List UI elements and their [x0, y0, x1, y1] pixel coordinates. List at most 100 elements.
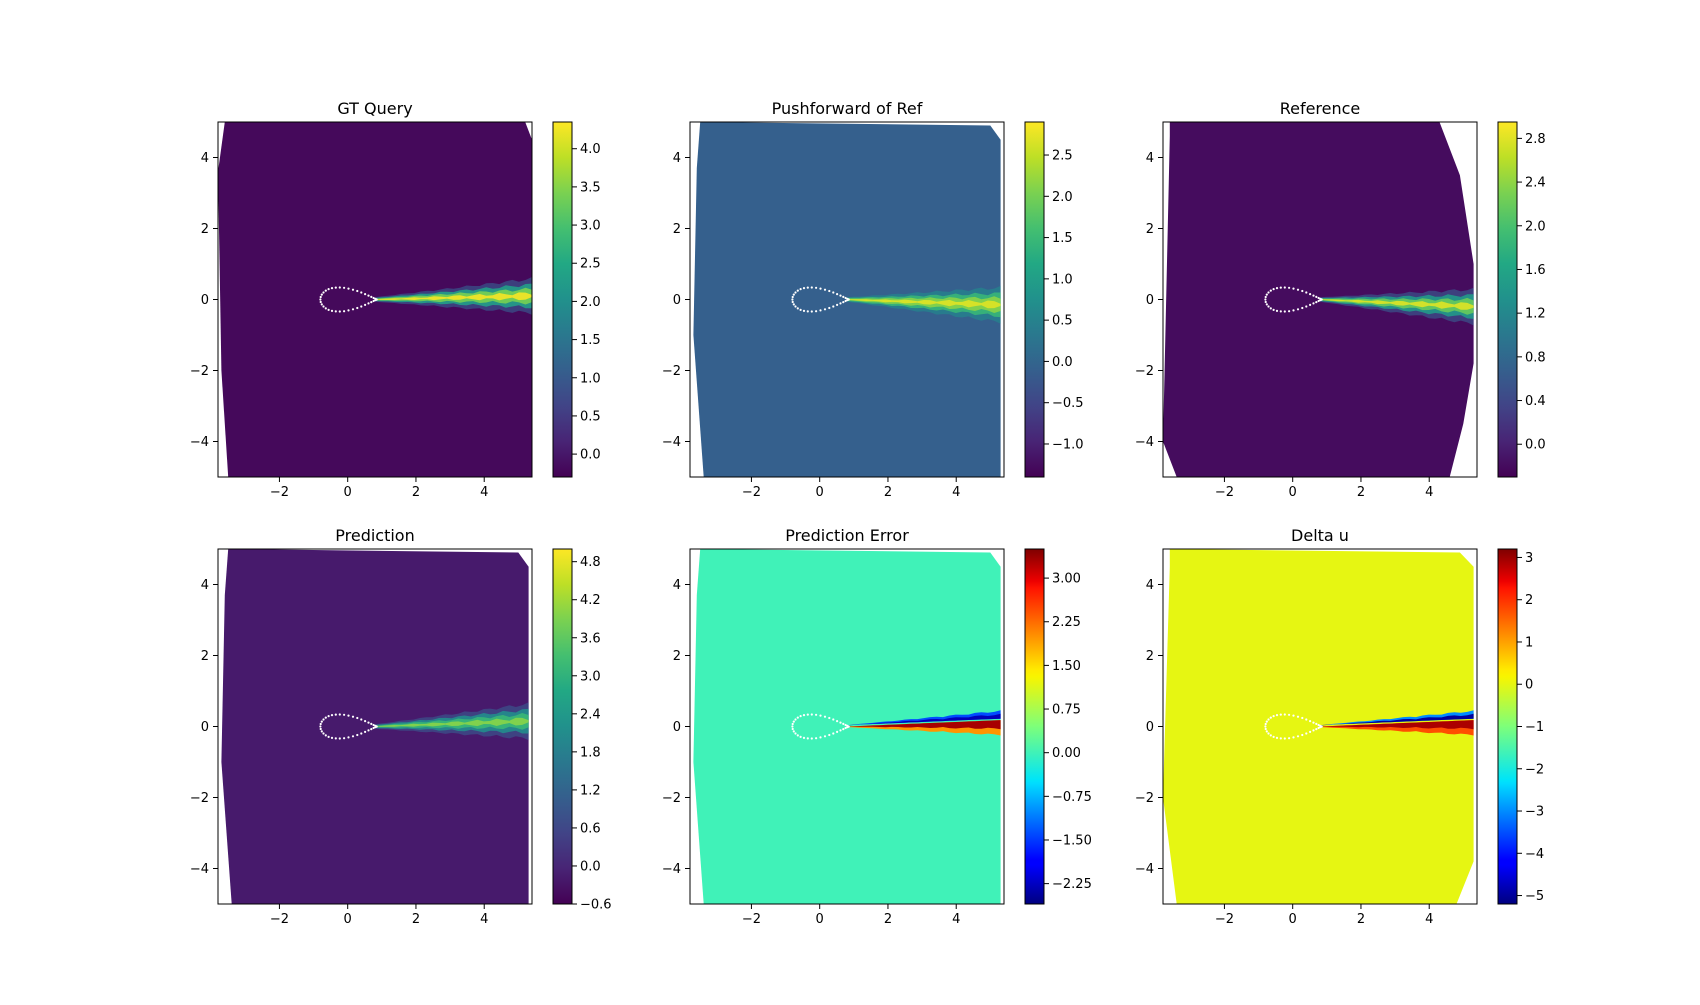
- colorbar-tick-label: 0.4: [1525, 394, 1546, 409]
- y-tick-label: 0: [673, 293, 681, 308]
- x-tick-label: 0: [816, 912, 824, 927]
- x-tick-label: 0: [816, 485, 824, 500]
- colorbar-tick-label: 0.00: [1052, 746, 1081, 761]
- y-tick-label: 4: [201, 151, 209, 166]
- colorbar: [1497, 121, 1518, 478]
- x-tick-label: 0: [1289, 485, 1297, 500]
- colorbar-tick-label: −1.0: [1052, 437, 1084, 452]
- y-tick-label: −2: [662, 364, 681, 379]
- y-tick-label: −4: [190, 435, 209, 450]
- colorbar-tick-label: 3.6: [580, 631, 601, 646]
- x-tick-label: 4: [480, 912, 488, 927]
- y-tick-label: 0: [673, 720, 681, 735]
- colorbar: [1497, 548, 1518, 905]
- colorbar-tick-label: −2: [1525, 762, 1544, 777]
- airfoil-outline: [1264, 713, 1323, 740]
- wake-layer: [847, 299, 1001, 309]
- colorbar-tick-label: 0.0: [580, 859, 601, 874]
- colorbar-tick-label: −0.5: [1052, 396, 1084, 411]
- colorbar-tick-label: 1: [1525, 635, 1533, 650]
- y-tick-label: −2: [190, 364, 209, 379]
- x-tick-label: 4: [1425, 485, 1433, 500]
- colorbar-tick-label: 1.5: [580, 333, 601, 348]
- y-tick-label: 0: [201, 720, 209, 735]
- field-3: [1163, 122, 1474, 477]
- colorbar-tick-label: 2.0: [1525, 219, 1546, 234]
- colorbar-tick-label: 3: [1525, 551, 1533, 566]
- colorbar-tick-label: 2.5: [580, 257, 601, 272]
- y-tick-label: 0: [1146, 293, 1154, 308]
- y-tick-label: −2: [1135, 791, 1154, 806]
- colorbar-tick-label: −0.6: [580, 898, 612, 913]
- colorbar-tick-label: 1.5: [1052, 231, 1073, 246]
- colorbar-tick-label: 2: [1525, 593, 1533, 608]
- colorbar-tick-label: 3.0: [580, 219, 601, 234]
- colorbar-tick-label: −1: [1525, 720, 1544, 735]
- y-tick-label: −2: [662, 791, 681, 806]
- colorbar-tick-label: 3.0: [580, 669, 601, 684]
- x-tick-label: −2: [270, 485, 289, 500]
- x-tick-label: 0: [344, 912, 352, 927]
- colorbar-tick-label: 1.8: [580, 745, 601, 760]
- wake-lower-band: [847, 720, 1001, 730]
- x-tick-label: −2: [270, 912, 289, 927]
- x-tick-label: 4: [952, 485, 960, 500]
- colorbar-tick-label: 0.0: [580, 448, 601, 463]
- subplot-2: Pushforward of Ref −2 0 2 4 4 2 0 −2 −4 2.5 2.0 1.5 1…: [662, 99, 1084, 500]
- wake-upper-band: [1320, 713, 1474, 726]
- airfoil-outline: [319, 713, 378, 740]
- subplot-title: Pushforward of Ref: [772, 99, 923, 118]
- x-tick-label: −2: [1215, 485, 1234, 500]
- field-4: [221, 549, 529, 904]
- colorbar-tick-label: 1.6: [1525, 263, 1546, 278]
- colorbar-tick-label: 2.4: [580, 707, 601, 722]
- y-tick-label: 4: [673, 151, 681, 166]
- colorbar-tick-label: 2.0: [580, 295, 601, 310]
- y-tick-label: −4: [190, 862, 209, 877]
- y-tick-label: −4: [662, 862, 681, 877]
- colorbar-tick-label: 1.0: [1052, 272, 1073, 287]
- colorbar: [552, 548, 573, 905]
- colorbar-tick-label: 2.0: [1052, 190, 1073, 205]
- y-tick-label: 0: [1146, 720, 1154, 735]
- colorbar: [552, 121, 573, 478]
- colorbar-tick-label: 3.00: [1052, 572, 1081, 587]
- field-5: [693, 549, 1001, 904]
- subplot-title: Reference: [1280, 99, 1361, 118]
- x-tick-label: 2: [1357, 912, 1365, 927]
- wake-lower-band: [1320, 720, 1474, 730]
- y-tick-label: 4: [201, 578, 209, 593]
- colorbar-tick-label: 1.50: [1052, 659, 1081, 674]
- colorbar-tick-label: 4.8: [580, 555, 601, 570]
- airfoil-outline: [1264, 286, 1323, 313]
- subplot-title: GT Query: [337, 99, 412, 118]
- x-tick-label: 2: [1357, 485, 1365, 500]
- colorbar-tick-label: 0.75: [1052, 703, 1081, 718]
- y-tick-label: 2: [673, 649, 681, 664]
- field-1: [218, 122, 532, 477]
- domain-region: [1163, 549, 1474, 904]
- colorbar-tick-label: −3: [1525, 805, 1544, 820]
- colorbar-tick-label: 0.0: [1525, 438, 1546, 453]
- y-tick-label: −2: [190, 791, 209, 806]
- colorbar-tick-label: 0: [1525, 678, 1533, 693]
- wake-layer: [375, 717, 529, 727]
- colorbar-tick-label: 0.8: [1525, 350, 1546, 365]
- colorbar-tick-label: 1.0: [580, 371, 601, 386]
- y-tick-label: −4: [1135, 862, 1154, 877]
- subplot-title: Prediction: [335, 526, 414, 545]
- wake-layer: [375, 292, 532, 301]
- subplot-1: GT Query −2 0 2 4 4 2 0 −2 −4 4.0 3.5 3.0 2.5 2.0 1.5 1.…: [190, 99, 601, 500]
- y-tick-label: 4: [1146, 578, 1154, 593]
- colorbar-tick-label: −1.50: [1052, 833, 1092, 848]
- colorbar-tick-label: 1.2: [580, 783, 601, 798]
- x-tick-label: −2: [742, 485, 761, 500]
- airfoil-outline: [319, 286, 378, 313]
- y-tick-label: 2: [201, 649, 209, 664]
- subplot-6: Delta u −2 0 2 4 4 2 0 −2 −4 3 2 1 0 −1 −2 −3 −4 −5: [1135, 526, 1544, 927]
- wake-layer: [1320, 299, 1474, 310]
- colorbar-tick-label: −0.75: [1052, 790, 1092, 805]
- colorbar-tick-label: 4.2: [580, 593, 601, 608]
- colorbar-tick-label: 0.5: [580, 409, 601, 424]
